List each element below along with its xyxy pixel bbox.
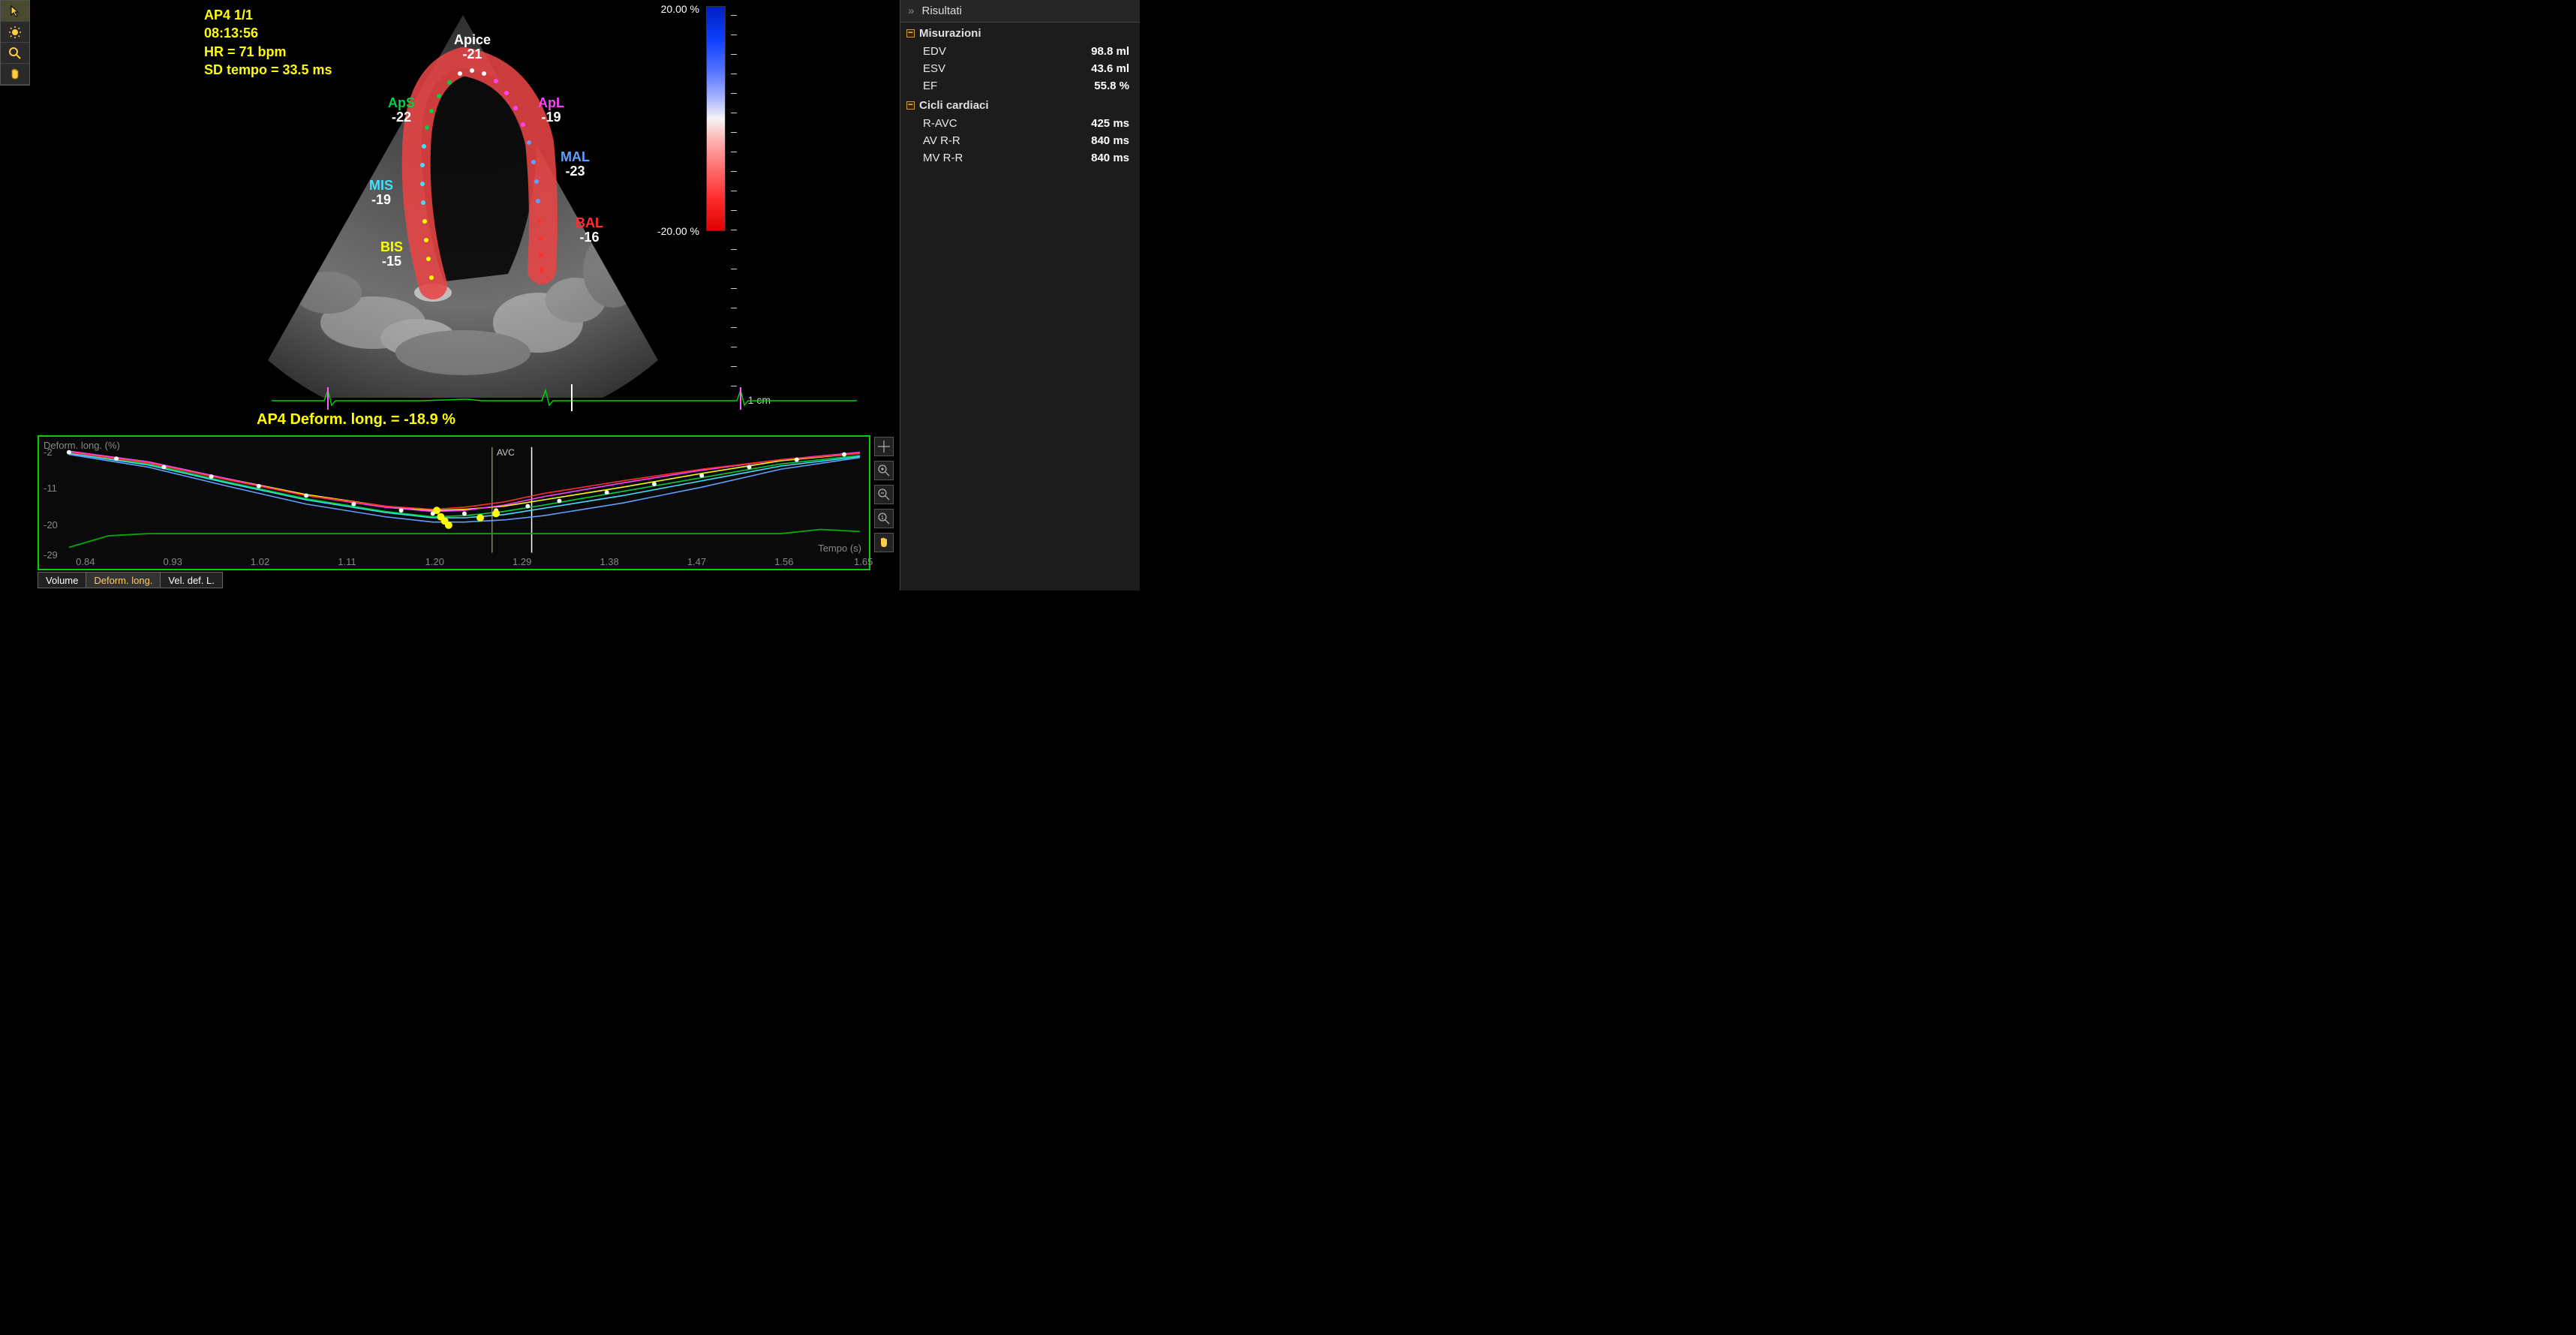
- pan-tool[interactable]: [1, 64, 29, 85]
- ultrasound-view[interactable]: Apice-21 ApS-22 ApL-19 MIS-19 MAL-23 BIS-15 BA…: [238, 8, 688, 398]
- measure-label: EF: [923, 80, 937, 92]
- graph-xtick: 1.47: [687, 556, 706, 567]
- graph-ytick: -29: [44, 549, 58, 561]
- results-panel: » Risultati Misurazioni EDV 98.8 ml ESV 43.6…: [900, 0, 1140, 591]
- segment-label-bis: BIS-15: [380, 240, 403, 269]
- zoom-tool[interactable]: [1, 43, 29, 64]
- left-toolbar: [0, 0, 30, 86]
- zoom-reset-tool[interactable]: 1: [874, 509, 894, 528]
- graph-xtick: 1.56: [774, 556, 793, 567]
- crosshair-tool[interactable]: [874, 437, 894, 456]
- measure-value: 425 ms: [1091, 117, 1129, 130]
- segment-label-mis: MIS-19: [369, 179, 393, 207]
- graph-ytick: -20: [44, 519, 58, 531]
- colorbar-top-label: 20.00 %: [661, 3, 699, 15]
- tab-vel-def-l-[interactable]: Vel. def. L.: [160, 572, 222, 588]
- measure-row-r-avc: R-AVC 425 ms: [900, 115, 1140, 132]
- graph-xtick: 1.65: [854, 556, 873, 567]
- strain-curves-panel[interactable]: Deform. long. (%) Tempo (s) -2 -11 -20 -29 0…: [38, 435, 870, 570]
- segment-label-apl: ApL-19: [538, 96, 564, 125]
- segment-label-mal: MAL-23: [561, 150, 590, 179]
- colorbar-bottom-label: -20.00 %: [657, 225, 699, 237]
- segment-label-aps: ApS-22: [388, 96, 415, 125]
- segment-label-apice: Apice-21: [454, 33, 491, 62]
- tab-deform-long-[interactable]: Deform. long.: [86, 572, 161, 588]
- zoom-in-tool[interactable]: [874, 461, 894, 480]
- graph-ytick: -11: [44, 483, 57, 494]
- pointer-tool[interactable]: [1, 1, 29, 22]
- results-group-misurazioni[interactable]: Misurazioni: [900, 23, 1140, 43]
- measure-label: AV R-R: [923, 134, 960, 147]
- graph-xtick: 0.93: [164, 556, 182, 567]
- graph-xtick: 1.38: [600, 556, 618, 567]
- results-title: Risultati: [922, 5, 962, 17]
- measure-label: MV R-R: [923, 152, 963, 164]
- measure-row-mv-r-r: MV R-R 840 ms: [900, 149, 1140, 167]
- svg-text:1: 1: [881, 516, 884, 521]
- tab-volume[interactable]: Volume: [38, 572, 86, 588]
- graph-pan-tool[interactable]: [874, 533, 894, 552]
- measure-row-ef: EF 55.8 %: [900, 77, 1140, 95]
- chevron-right-icon: »: [908, 5, 914, 17]
- measure-value: 43.6 ml: [1091, 62, 1129, 75]
- measure-label: EDV: [923, 45, 946, 58]
- measure-row-av-r-r: AV R-R 840 ms: [900, 132, 1140, 149]
- global-strain-result: AP4 Deform. long. = -18.9 %: [257, 411, 455, 428]
- imaging-area: AP4 1/1 08:13:56 HR = 71 bpm SD tempo = …: [32, 0, 887, 428]
- segment-label-bal: BAL-16: [576, 216, 603, 245]
- collapse-icon: [906, 29, 915, 38]
- ecg-strip: [272, 383, 857, 413]
- measure-label: ESV: [923, 62, 945, 75]
- measure-row-edv: EDV 98.8 ml: [900, 43, 1140, 60]
- measure-row-esv: ESV 43.6 ml: [900, 60, 1140, 77]
- graph-x-axis-label: Tempo (s): [818, 543, 861, 554]
- collapse-icon: [906, 101, 915, 110]
- results-header[interactable]: » Risultati: [900, 0, 1140, 23]
- measure-label: R-AVC: [923, 117, 957, 130]
- graph-xtick: 1.11: [338, 556, 356, 567]
- measure-value: 55.8 %: [1094, 80, 1129, 92]
- measure-value: 840 ms: [1091, 152, 1129, 164]
- graph-xtick: 1.20: [425, 556, 444, 567]
- graph-y-axis-label: Deform. long. (%): [44, 440, 120, 451]
- measure-value: 840 ms: [1091, 134, 1129, 147]
- zoom-out-tool[interactable]: [874, 485, 894, 504]
- graph-tools: 1: [874, 437, 895, 552]
- graph-xtick: 0.84: [76, 556, 95, 567]
- graph-ytick: -2: [44, 447, 53, 458]
- depth-ruler: [726, 15, 737, 405]
- strain-colorbar: [706, 6, 726, 231]
- brightness-tool[interactable]: [1, 22, 29, 43]
- measure-value: 98.8 ml: [1091, 45, 1129, 58]
- avc-label: AVC: [497, 447, 515, 458]
- graph-xtick: 1.29: [512, 556, 531, 567]
- results-group-cicli-cardiaci[interactable]: Cicli cardiaci: [900, 95, 1140, 115]
- graph-tabs: VolumeDeform. long.Vel. def. L.: [38, 572, 222, 588]
- ultrasound-sector: [238, 8, 688, 398]
- strain-curves-svg: [39, 437, 869, 569]
- graph-xtick: 1.02: [251, 556, 269, 567]
